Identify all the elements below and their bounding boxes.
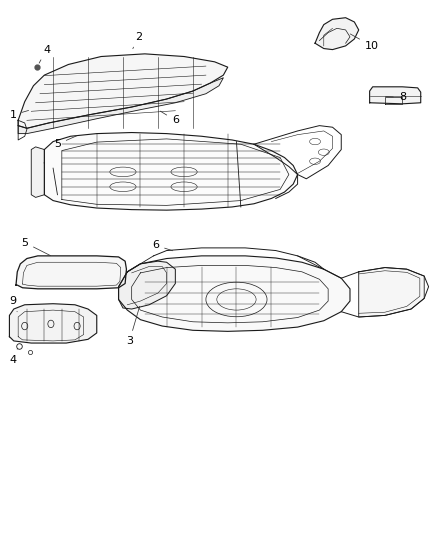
Polygon shape (31, 147, 44, 197)
Polygon shape (119, 261, 175, 309)
Text: 8: 8 (385, 92, 406, 102)
Polygon shape (315, 18, 359, 50)
Text: 6: 6 (160, 111, 179, 125)
Text: 1: 1 (10, 110, 28, 120)
Polygon shape (16, 256, 127, 289)
Text: 4: 4 (9, 347, 18, 365)
Polygon shape (370, 87, 421, 104)
Text: 4: 4 (39, 45, 50, 63)
Text: 5: 5 (21, 238, 51, 256)
Polygon shape (10, 304, 97, 343)
Text: 2: 2 (133, 32, 142, 49)
Text: 10: 10 (350, 34, 379, 51)
Text: 9: 9 (9, 296, 17, 312)
Text: 6: 6 (152, 240, 173, 251)
Polygon shape (359, 268, 424, 317)
Polygon shape (18, 54, 228, 128)
Polygon shape (119, 256, 350, 332)
Text: 3: 3 (126, 306, 140, 346)
Polygon shape (18, 78, 223, 134)
Polygon shape (44, 133, 297, 210)
Text: 5: 5 (54, 136, 77, 149)
